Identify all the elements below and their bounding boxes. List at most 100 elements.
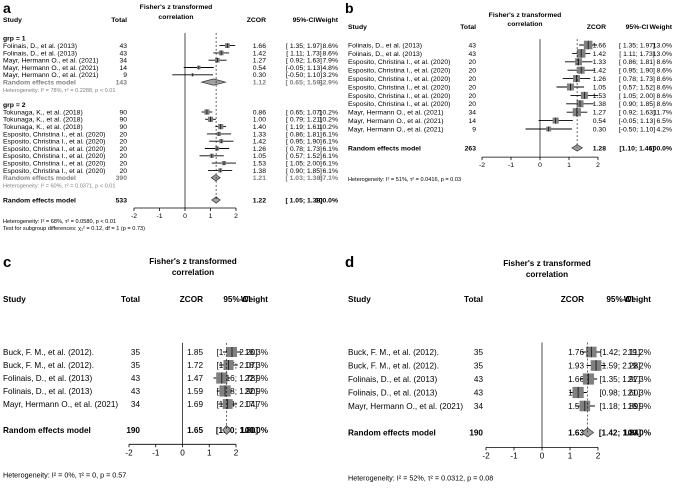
ci-value: [ 0.92; 1.63] <box>619 110 655 117</box>
ci-value: [1.10; 1.46] <box>619 145 654 152</box>
zcor-value: 1.26 <box>593 76 606 83</box>
zcor-value: 1.27 <box>593 110 606 117</box>
x-axis-tick-label: 2 <box>234 449 239 458</box>
study-label: Esposito, Christina I., et al. (2020) <box>348 76 450 83</box>
study-row: Folinais, D., et al. (2013) 43 1.66 [ 1.35;… <box>348 40 672 49</box>
study-label: Tokunaga, K., et al. (2018) <box>3 109 83 116</box>
weight-value: 21.3% <box>628 388 651 397</box>
total-value: 20 <box>468 93 476 100</box>
x-axis-tick-label: 1 <box>567 162 571 169</box>
total-value: 34 <box>131 400 141 409</box>
study-row: Mayr, Hermann O., et al. (2021) 9 0.30 [-0.… <box>348 126 672 133</box>
ci-value: [ 0.86; 1.81] <box>286 131 322 138</box>
total-value: 9 <box>472 126 476 133</box>
ci-value: [ 1.35; 1.97] <box>619 42 655 49</box>
study-label: Random effects model <box>3 175 76 182</box>
study-row: Mayr, Hermann O., et al. (2021) 34 1.27 [ 0… <box>3 58 338 65</box>
zcor-value: 0.54 <box>593 118 606 125</box>
total-value: 20 <box>468 76 476 83</box>
column-header-ci: 95%-CI <box>626 24 649 31</box>
ci-value: [ 0.65; 1.59] <box>285 79 322 86</box>
study-row: Folinais, D., et al. (2013)431.29[0.98; … <box>348 386 651 399</box>
study-label: Folinais, D., et al. (2013) <box>348 375 437 384</box>
weight-value: 6.1% <box>323 139 339 146</box>
zcor-value: 1.27 <box>253 58 266 65</box>
weight-value: 8.6% <box>657 93 673 100</box>
study-label: Mayr, Hermann O., et al. (2021) <box>348 126 444 133</box>
x-axis-tick-label: -2 <box>479 162 485 169</box>
total-value: 14 <box>468 118 476 125</box>
total-value: 34 <box>119 58 127 65</box>
weight-value: 100.0% <box>315 197 338 204</box>
weight-value: 32.9% <box>319 79 338 86</box>
study-label: Mayr, Hermann O., et al. (2021) <box>348 110 444 117</box>
total-value: 143 <box>116 79 128 86</box>
weight-value: 8.6% <box>657 101 673 108</box>
total-value: 20 <box>119 160 127 167</box>
x-axis-tick-label: 0 <box>183 213 187 220</box>
weight-value: 13.0% <box>653 51 672 58</box>
zcor-value: 1.05 <box>253 153 266 160</box>
study-row: Tokunaga, K., et al. (2018) 90 1.00 [ 0.79;… <box>3 117 338 124</box>
study-label: Random effects model <box>3 79 76 86</box>
ci-value: [ 0.78; 1.73] <box>286 146 322 153</box>
study-label: Mayr, Hermann O., et al. (2021) <box>3 65 99 72</box>
column-header-total: Total <box>111 17 127 24</box>
study-row: Buck, F. M., et al. (2012). 35 1.76 [1.42; … <box>348 346 651 358</box>
subgroup-heterogeneity: Heterogeneity: I² = 78%, τ² = 0.2288, p … <box>3 88 115 94</box>
x-axis-tick-label: 1 <box>209 213 213 220</box>
study-label: Folinais, D., et al. (2013) <box>3 374 92 383</box>
study-row: Esposito, Christina I., et al. (2020) 20 1… <box>3 146 338 153</box>
total-value: 9 <box>123 72 127 79</box>
ci-value: [ 0.95; 1.90] <box>286 139 322 146</box>
panel-letter: a <box>3 0 11 16</box>
x-axis-tick-label: 2 <box>596 452 601 461</box>
zcor-value: 1.26 <box>253 146 266 153</box>
study-row: Esposito, Christina I., et al. (2020) 20 1… <box>3 131 338 138</box>
study-label: Random effects model <box>3 197 76 204</box>
ci-value: [1.42; 1.84] <box>599 428 642 437</box>
weight-value: 21.3% <box>628 375 651 384</box>
ci-value: [ 0.57; 1.52] <box>286 153 322 160</box>
ci-value: [ 1.05; 2.00] <box>286 160 322 167</box>
x-axis-tick-label: 2 <box>596 162 600 169</box>
study-label: Esposito, Christina I., et al. (2020) <box>3 146 105 153</box>
weight-value: 100.0% <box>240 426 268 435</box>
x-axis-tick-label: -1 <box>156 213 162 220</box>
total-value: 34 <box>468 110 476 117</box>
weight-value: 8.6% <box>323 50 339 57</box>
column-header-ci: 95%-CI <box>223 295 250 304</box>
subgroup-effect-diamond <box>210 174 221 182</box>
column-header-weight: Weight <box>315 17 338 24</box>
total-value: 35 <box>131 348 141 357</box>
zcor-value: 1.66 <box>253 43 266 50</box>
zcor-value: 0.86 <box>253 109 266 116</box>
study-label: Mayr, Hermann O., et al. (2021) <box>348 402 463 411</box>
total-value: 190 <box>469 428 483 437</box>
column-header-zcor: ZCOR <box>561 295 584 304</box>
ci-value: [ 0.86; 1.81] <box>619 59 655 66</box>
total-value: 90 <box>119 109 127 116</box>
ci-value: [-0.05; 1.13] <box>286 65 322 72</box>
study-label: Mayr, Hermann O., et al. (2021) <box>3 72 99 79</box>
study-label: Mayr, Hermann O., et al. (2021) <box>348 118 444 125</box>
total-value: 533 <box>116 197 128 204</box>
study-label: Esposito, Christina I., et al. (2020) <box>3 153 105 160</box>
column-header-zcor: ZCOR <box>247 17 266 24</box>
x-axis-tick-label: -1 <box>510 452 518 461</box>
ci-value: [ 1.03; 1.38] <box>285 175 322 182</box>
zcor-value: 0.30 <box>253 72 266 79</box>
weight-value: 8.6% <box>657 84 673 91</box>
study-row: Esposito, Christina I., et al. (2020) 20 1… <box>348 58 672 66</box>
weight-value: 8.6% <box>657 59 673 66</box>
column-header-study: Study <box>3 17 22 24</box>
study-row: Esposito, Christina I., et al. (2020) 20 1… <box>348 100 672 108</box>
study-label: Buck, F. M., et al. (2012). <box>3 361 94 370</box>
plot-title-line-1: Fisher's z transformed <box>503 259 590 268</box>
ci-value: [ 1.05; 1.38] <box>285 197 322 204</box>
column-header-zcor: ZCOR <box>180 295 203 304</box>
overall-summary-row: Random effects model 263 1.28 [1.10; 1.46]1… <box>348 144 672 152</box>
total-value: 20 <box>119 139 127 146</box>
total-value: 190 <box>126 426 140 435</box>
